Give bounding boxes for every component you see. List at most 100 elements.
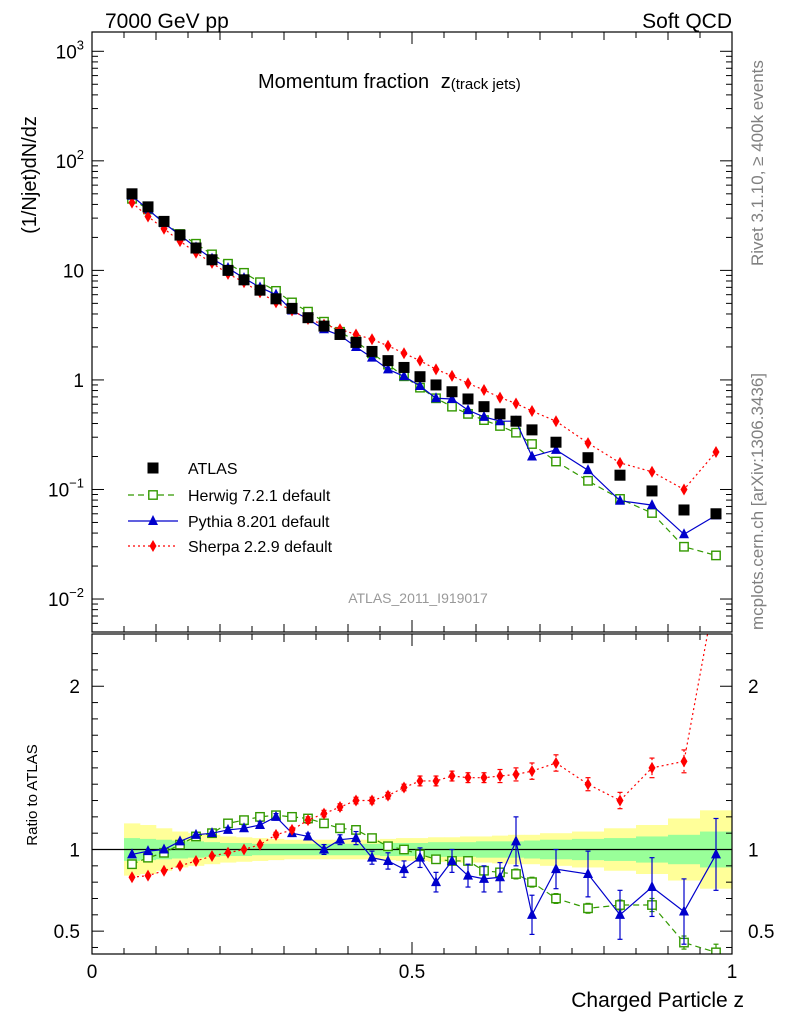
data-point: [416, 354, 424, 367]
data-point: [551, 443, 561, 454]
ratio-point: [464, 771, 472, 784]
data-point: [447, 392, 457, 403]
data-point: [384, 339, 392, 352]
data-point: [446, 386, 458, 398]
data-point: [582, 452, 594, 464]
ratio-point: [400, 781, 408, 794]
ratio-point: [511, 869, 521, 879]
ratio-point: [272, 828, 280, 841]
legend-label: ATLAS: [188, 461, 238, 478]
y-tick-label: 10: [63, 261, 84, 282]
data-point: [527, 450, 537, 461]
data-point: [494, 408, 506, 420]
legend: ATLAS Herwig 7.2.1 default Pythia 8.201 de…: [128, 461, 333, 556]
data-point: [350, 336, 362, 348]
x-tick-label: 1: [727, 962, 738, 983]
ratio-point: [480, 771, 488, 784]
plot-title: Momentum fraction z(track jets): [258, 71, 521, 93]
ratio-point: [128, 871, 136, 884]
data-point: [616, 456, 624, 469]
legend-marker: [148, 490, 158, 500]
ratio-point: [399, 863, 409, 874]
data-point: [254, 284, 266, 296]
ratio-point: [127, 859, 137, 870]
data-point: [480, 383, 488, 396]
data-point: [398, 361, 410, 373]
ratio-point: [176, 859, 184, 872]
data-point: [711, 550, 721, 561]
data-point: [400, 347, 408, 360]
ratio-point: [432, 774, 440, 787]
ratio-point: [304, 814, 312, 827]
data-point: [678, 504, 690, 516]
data-point: [527, 439, 537, 449]
ratio-point: [143, 845, 153, 856]
series-line: [131, 195, 717, 536]
data-point: [647, 499, 657, 510]
data-point: [528, 405, 536, 418]
ratio-plot-area: [92, 582, 732, 954]
data-point: [366, 345, 378, 357]
mcplots-label: mcplots.cern.ch [arXiv:1306.3436]: [748, 373, 767, 630]
ratio-point: [256, 838, 264, 851]
data-point: [583, 475, 593, 486]
ratio-point: [463, 869, 473, 880]
ratio-point: [240, 843, 248, 856]
y-tick-label: 10−1: [48, 475, 84, 501]
ratio-point: [336, 801, 344, 814]
data-point: [648, 465, 656, 478]
series-pythia-8-201-default: [127, 189, 721, 539]
y-tick-label: 10−2: [48, 585, 84, 611]
data-point: [647, 508, 657, 518]
ratio-point: [512, 768, 520, 781]
ratio-point: [431, 876, 441, 887]
x-axis-label: Charged Particle z: [571, 989, 744, 1012]
data-point: [495, 415, 505, 426]
data-point: [174, 229, 186, 241]
ratio-point: [367, 833, 377, 843]
ratio-point: [496, 770, 504, 783]
legend-label: Pythia 8.201 default: [188, 514, 330, 531]
ratio-y-tick-label-right: 2: [748, 677, 759, 698]
ratio-point: [352, 794, 360, 807]
data-point: [222, 264, 234, 276]
data-point: [415, 380, 425, 391]
ratio-point: [192, 854, 200, 867]
legend-label: Sherpa 2.2.9 default: [188, 539, 333, 556]
ratio-point: [551, 893, 561, 904]
legend-item-herwig-7-2-1-default: Herwig 7.2.1 default: [128, 488, 331, 505]
ratio-point: [448, 770, 456, 783]
data-point: [496, 391, 504, 404]
ratio-point: [223, 823, 233, 834]
x-tick-label: 0.5: [399, 962, 425, 983]
y-tick-label: 102: [56, 147, 84, 173]
data-point: [551, 456, 561, 467]
ratio-y-tick-label-left: 1: [69, 841, 80, 862]
legend-item-atlas: ATLAS: [147, 461, 238, 478]
ratio-y-tick-label-right: 0.5: [748, 922, 774, 943]
ratio-point: [615, 908, 625, 919]
data-point: [615, 494, 625, 505]
data-point: [382, 355, 394, 367]
ratio-point: [255, 819, 265, 830]
ratio-series-pythia-8-201-default: [127, 810, 721, 945]
data-point: [584, 437, 592, 450]
ratio-point: [399, 844, 409, 855]
ratio-point: [711, 848, 721, 859]
plot-title-subscript: (track jets): [451, 76, 521, 93]
ratio-point: [711, 947, 721, 954]
ratio-series-sherpa-2-2-9-default: [128, 582, 720, 884]
ratio-point: [527, 877, 537, 888]
data-point: [512, 397, 520, 410]
main-y-axis-label: (1/Njet)dN/dz: [19, 116, 41, 234]
data-point: [712, 445, 720, 458]
data-point: [302, 312, 314, 324]
ratio-point: [447, 854, 457, 865]
data-point: [399, 370, 409, 381]
ratio-point: [713, 582, 720, 594]
data-point: [431, 392, 441, 403]
x-tick-label: 0: [87, 962, 98, 983]
ratio-point: [351, 832, 361, 843]
data-point: [318, 320, 330, 332]
